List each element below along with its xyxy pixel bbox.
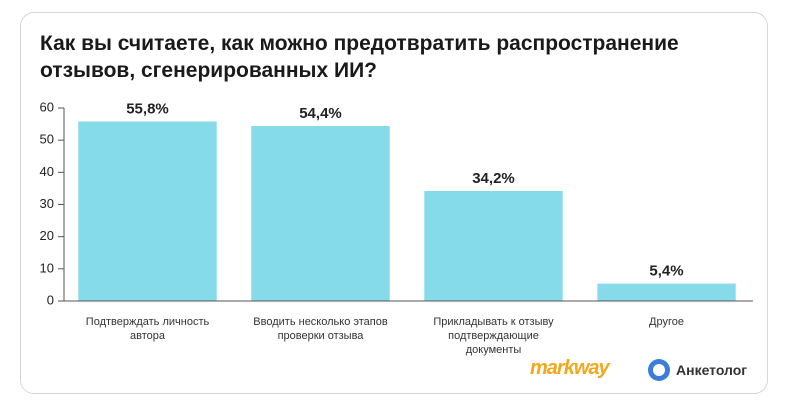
data-label: 55,8%	[126, 100, 169, 117]
x-tick-label: Вводить несколько этапов проверки отзыва	[253, 316, 388, 342]
y-tick-label: 60	[40, 99, 54, 114]
x-tick-label: Другое	[649, 316, 684, 328]
data-label: 54,4%	[299, 105, 342, 122]
bar	[424, 190, 563, 301]
y-tick-label: 10	[40, 260, 54, 275]
bar	[597, 283, 736, 301]
x-tick-label: Подтверждать личность автора	[85, 316, 210, 342]
y-tick-label: 20	[40, 228, 54, 243]
y-tick-label: 50	[40, 132, 54, 147]
logo: markway	[530, 357, 610, 379]
data-label: 5,4%	[649, 263, 683, 280]
y-tick-label: 0	[47, 292, 54, 307]
card	[20, 12, 768, 394]
logo-icon	[648, 359, 670, 381]
bar	[78, 121, 217, 301]
chart-title: Как вы считаете, как можно предотвратить…	[40, 32, 679, 82]
logo: Анкетолог	[676, 362, 748, 378]
bar	[251, 126, 390, 301]
y-tick-label: 40	[40, 164, 54, 179]
data-label: 34,2%	[472, 170, 515, 187]
x-tick-label: Прикладывать к отзыву подтверждающие док…	[433, 316, 554, 356]
y-tick-label: 30	[40, 196, 54, 211]
